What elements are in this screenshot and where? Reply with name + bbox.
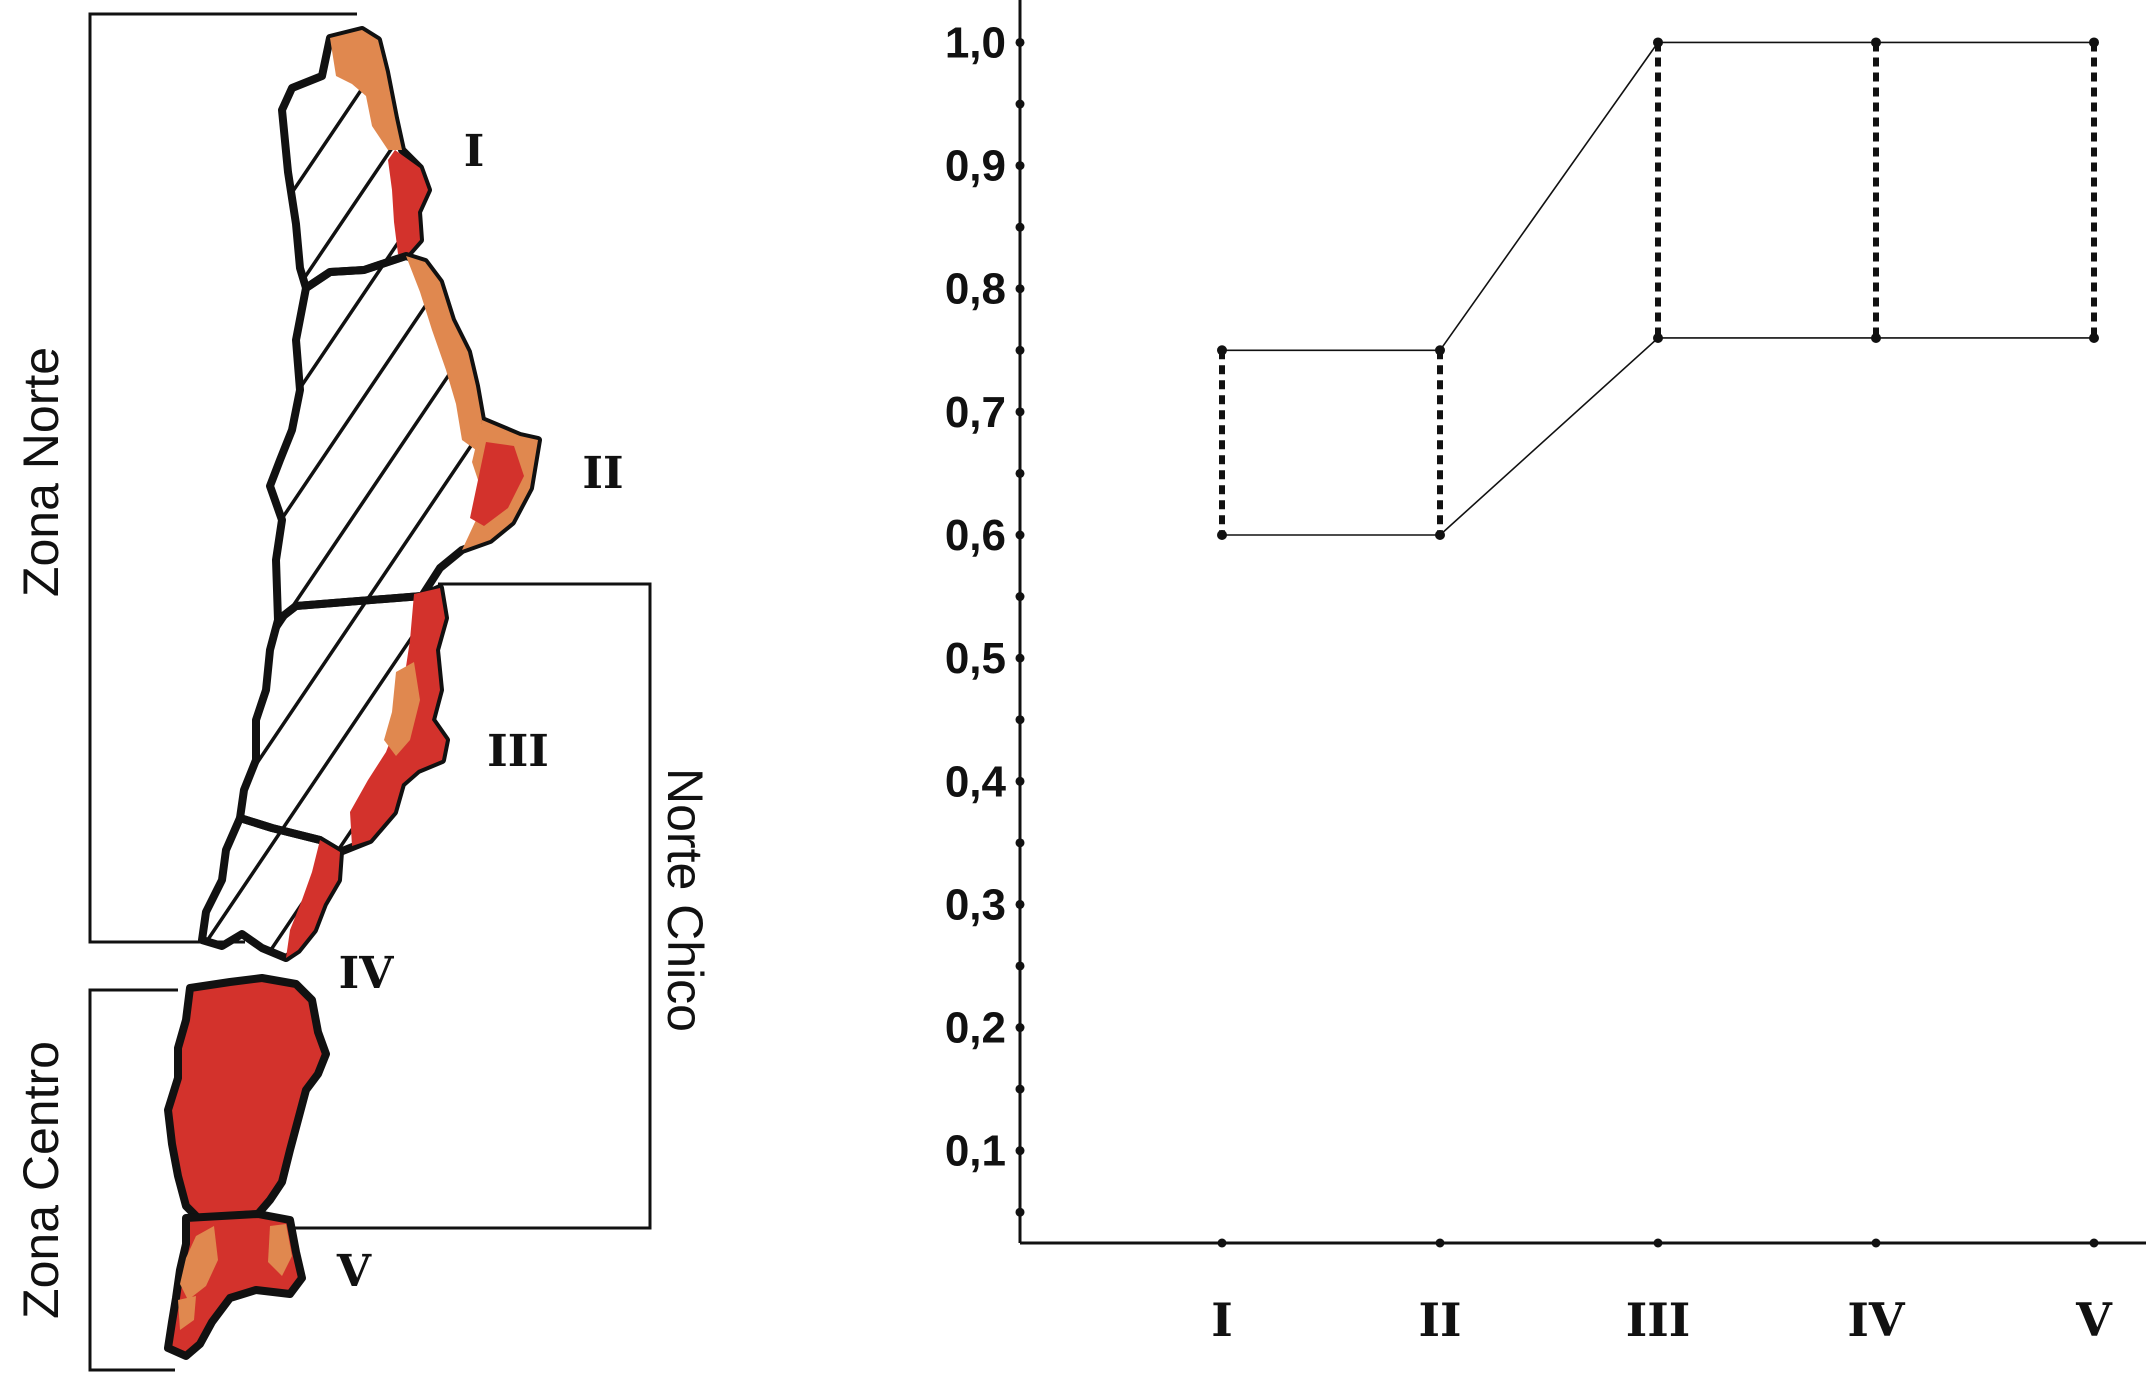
x-tick-dot xyxy=(1653,1238,1663,1248)
zona-centro-bracket xyxy=(88,988,178,1372)
y-minor-tick-dot xyxy=(1015,1084,1025,1094)
range-group xyxy=(1217,37,2099,540)
range-low-point xyxy=(2089,332,2099,343)
x-tick-dot xyxy=(1871,1238,1881,1248)
y-tick-label: 1,0 xyxy=(945,18,1006,67)
lower-connector-line xyxy=(1439,337,1659,536)
y-tick-label: 0,1 xyxy=(945,1127,1006,1176)
y-minor-tick-dot xyxy=(1015,468,1025,478)
range-chart: 0,10,20,30,40,50,60,70,80,91,0 I II III IV V xyxy=(945,0,2146,1347)
y-tick-label: 0,3 xyxy=(945,880,1006,929)
region-i xyxy=(278,26,432,292)
zona-centro-label: Zona Centro xyxy=(13,1041,69,1319)
y-tick-label: 0,4 xyxy=(945,757,1007,806)
region-label-v: V xyxy=(336,1246,372,1297)
range-high-point xyxy=(2089,37,2099,48)
y-minor-tick-dot xyxy=(1015,1207,1025,1217)
zona-norte-bracket xyxy=(88,12,357,944)
range-low-point xyxy=(1871,332,1881,343)
range-low-point xyxy=(1217,529,1227,540)
y-minor-tick-dot xyxy=(1015,99,1025,109)
y-tick-dot xyxy=(1015,284,1025,294)
y-tick-dot xyxy=(1015,1146,1025,1156)
range-high-point xyxy=(1871,37,1881,48)
region-label-iv: IV xyxy=(339,948,395,999)
y-tick-dot xyxy=(1015,407,1025,417)
region-iv xyxy=(198,814,344,962)
y-tick-dot xyxy=(1015,776,1025,786)
y-minor-tick-dot xyxy=(1015,222,1025,232)
x-tick-label: IV xyxy=(1847,1293,1906,1347)
range-high-point xyxy=(1653,37,1663,48)
region-v xyxy=(164,974,330,1360)
y-minor-tick-dot xyxy=(1015,838,1025,848)
zona-norte-label: Zona Norte xyxy=(13,347,69,597)
x-tick-group: I II III IV V xyxy=(1211,1238,2113,1347)
y-tick-label: 0,6 xyxy=(945,511,1006,560)
y-tick-dot xyxy=(1015,1023,1025,1033)
y-tick-group: 0,1 0,2 0,3 0,4 0,5 0,6 0,7 0,8 0,9 1,0 xyxy=(945,18,1025,1217)
region-iii xyxy=(236,584,450,856)
region-label-iii: III xyxy=(487,726,549,777)
region-label-ii: II xyxy=(582,448,623,499)
y-tick-label: 0,8 xyxy=(945,265,1006,314)
y-tick-dot xyxy=(1015,653,1025,663)
y-tick-dot xyxy=(1015,37,1025,47)
y-tick-label: 0,9 xyxy=(945,142,1006,191)
x-tick-label: V xyxy=(2075,1293,2113,1347)
upper-connector-line xyxy=(1439,42,1659,351)
range-high-point xyxy=(1217,345,1227,356)
range-low-point xyxy=(1653,332,1663,343)
x-tick-label: I xyxy=(1211,1293,1233,1347)
y-tick-dot xyxy=(1015,899,1025,909)
x-tick-dot xyxy=(1435,1238,1445,1248)
norte-chico-label: Norte Chico xyxy=(657,768,713,1032)
range-high-point xyxy=(1435,345,1445,356)
y-tick-label: 0,2 xyxy=(945,1004,1006,1053)
y-minor-tick-dot xyxy=(1015,345,1025,355)
y-tick-label: 0,7 xyxy=(945,388,1006,437)
zone-brackets xyxy=(88,12,652,1372)
x-tick-label: II xyxy=(1418,1293,1461,1347)
y-minor-tick-dot xyxy=(1015,592,1025,602)
y-minor-tick-dot xyxy=(1015,961,1025,971)
region-label-i: I xyxy=(464,126,485,177)
y-tick-dot xyxy=(1015,161,1025,171)
y-tick-label: 0,5 xyxy=(945,634,1006,683)
x-tick-dot xyxy=(1217,1238,1227,1248)
x-tick-label: III xyxy=(1626,1293,1691,1347)
x-tick-dot xyxy=(2089,1238,2099,1248)
norte-chico-bracket xyxy=(285,582,652,1230)
range-low-point xyxy=(1435,529,1445,540)
y-tick-dot xyxy=(1015,530,1025,540)
region-ii xyxy=(266,252,542,624)
y-minor-tick-dot xyxy=(1015,715,1025,725)
